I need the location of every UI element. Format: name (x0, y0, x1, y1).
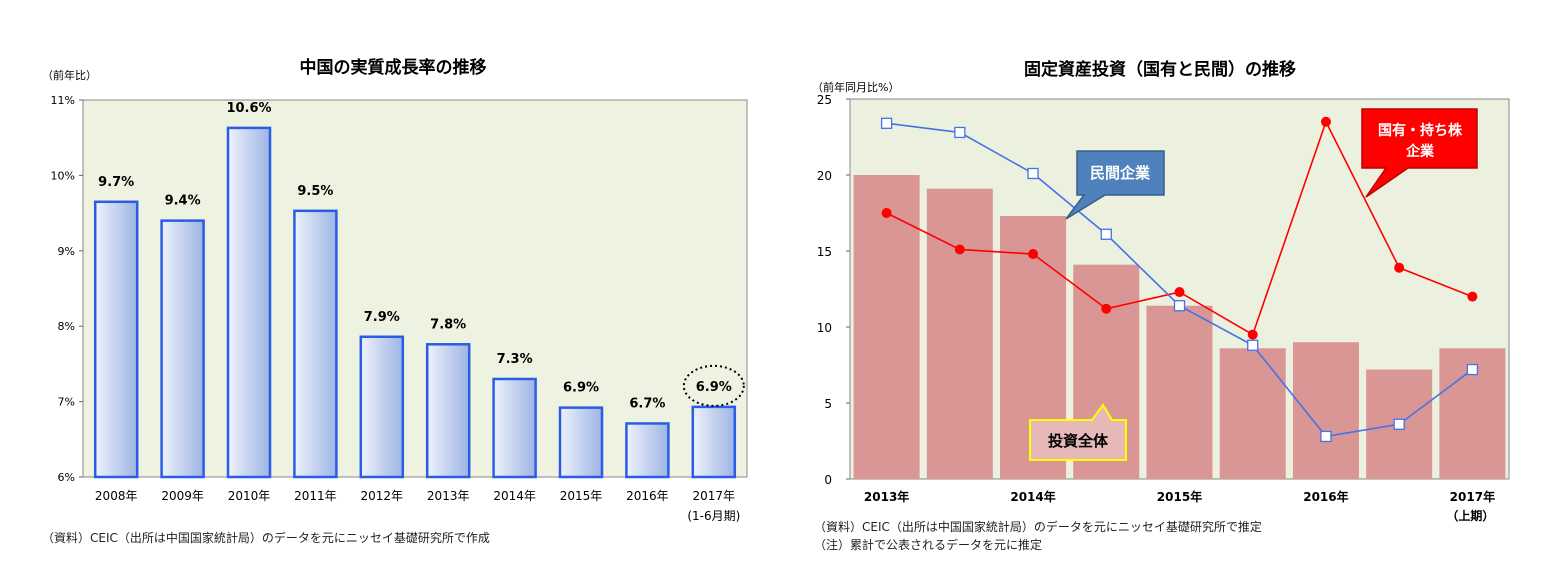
marker-state (1028, 249, 1039, 260)
data-label: 10.6% (226, 101, 271, 116)
bar (226, 126, 272, 479)
bar-total-investment (926, 188, 993, 479)
data-label: 7.3% (497, 352, 533, 367)
marker-private (880, 117, 893, 129)
y-tick-label: 7% (58, 396, 75, 409)
callout-state-line2: 企業 (1405, 143, 1435, 160)
y-tick-label: 0 (824, 473, 832, 487)
bar (93, 200, 139, 479)
x-tick-label: 2015年 (1157, 489, 1202, 504)
y-tick-label: 15 (817, 245, 832, 259)
marker-state (1320, 116, 1331, 127)
bar (160, 219, 205, 479)
bar-total-investment (1146, 305, 1213, 479)
callout-state-line1: 国有・持ち株 (1378, 122, 1463, 139)
y-tick-label: 8% (58, 320, 75, 333)
x-tick-label: 2017年 (1450, 489, 1495, 504)
bar (425, 343, 471, 479)
data-label: 6.7% (629, 396, 665, 411)
marker-state (1467, 291, 1478, 302)
data-label: 9.5% (297, 184, 333, 199)
x-tick-label: 2016年 (626, 489, 669, 503)
callout-private: 民間企業 (1065, 150, 1165, 220)
marker-state (1394, 262, 1405, 273)
marker-private (954, 126, 966, 139)
bar (492, 377, 537, 479)
callout-total: 投資全体 (1029, 403, 1127, 461)
y-tick-label: 11% (51, 94, 75, 107)
x-tick-label: 2013年 (427, 489, 470, 503)
marker-private (1173, 300, 1186, 312)
x-tick-label: 2009年 (161, 489, 204, 503)
x-tick-label: 2015年 (560, 489, 603, 503)
bar-total-investment (853, 175, 920, 479)
x-tick-label: 2011年 (294, 489, 337, 503)
source-note: （資料）CEIC（出所は中国国家統計局）のデータを元にニッセイ基礎研究所で作成 (42, 531, 490, 545)
x-tick-label: 2010年 (228, 489, 271, 503)
y-tick-label: 5 (824, 397, 832, 411)
chart-title: 中国の実質成長率の推移 (300, 57, 487, 78)
bar (625, 422, 670, 479)
marker-private (1466, 363, 1479, 376)
bar-total-investment (1219, 348, 1286, 479)
marker-state (954, 244, 965, 255)
fixed-investment-chart: 固定資産投資（国有と民間）の推移 （前年同月比%） 0 5 10 15 20 25 201… (812, 59, 1510, 523)
highlight-circle (682, 364, 745, 407)
x-tick-label: 2016年 (1303, 489, 1348, 504)
bar (558, 406, 604, 479)
callout-total-text: 投資全体 (1048, 432, 1109, 450)
marker-private (1100, 228, 1112, 240)
gdp-growth-chart-panel: 中国の実質成長率の推移 （前年比） 6% 7% 8% 9% 10% 11% 2008年 20… (0, 0, 780, 584)
y-tick-label: 10 (817, 321, 832, 335)
data-label: 7.9% (364, 310, 400, 325)
x-tick-label: 2008年 (95, 489, 138, 503)
data-label: 6.9% (696, 380, 732, 395)
y-tick-label: 25 (817, 93, 832, 107)
x-tick-label: 2017年 (693, 489, 736, 503)
data-label: 7.8% (430, 317, 466, 332)
data-label: 6.9% (563, 381, 599, 396)
y-tick-label: 20 (817, 169, 832, 183)
bar (359, 335, 405, 479)
marker-private (1247, 339, 1259, 351)
marker-private (1027, 167, 1039, 180)
x-tick-label: 2014年 (493, 489, 536, 503)
marker-private (1320, 430, 1332, 443)
y-tick-label: 10% (51, 169, 75, 182)
x-tick-label: 2012年 (361, 489, 404, 503)
bar (691, 405, 737, 479)
y-axis-label: （前年同月比%） (812, 80, 899, 94)
callout-state: 国有・持ち株 企業 (1361, 108, 1478, 198)
marker-private (1393, 418, 1405, 430)
chart-title: 固定資産投資（国有と民間）の推移 (1024, 59, 1296, 80)
data-label: 9.4% (165, 194, 201, 209)
gdp-growth-chart: 中国の実質成長率の推移 （前年比） 6% 7% 8% 9% 10% 11% 2008年 20… (42, 57, 748, 523)
footnote: （注）累計で公表されるデータを元に推定 (814, 538, 1043, 552)
marker-state (1247, 329, 1258, 340)
data-label: 9.7% (98, 175, 134, 190)
x-tick-note: （上期） (1446, 508, 1494, 523)
bar (293, 209, 338, 479)
x-tick-label: 2014年 (1010, 489, 1055, 504)
bar-total-investment (1292, 342, 1359, 479)
x-tick-note: (1-6月期) (687, 509, 740, 523)
callout-private-text: 民間企業 (1090, 164, 1151, 182)
x-tick-label: 2013年 (864, 489, 909, 504)
y-tick-label: 6% (58, 471, 75, 484)
y-axis-label: （前年比） (42, 68, 97, 82)
marker-state (1101, 303, 1112, 314)
fixed-investment-chart-panel: 固定資産投資（国有と民間）の推移 （前年同月比%） 0 5 10 15 20 25 201… (780, 0, 1559, 584)
marker-state (881, 208, 892, 218)
source-note: （資料）CEIC（出所は中国国家統計局）のデータを元にニッセイ基礎研究所で推定 (814, 520, 1262, 534)
marker-state (1174, 287, 1185, 298)
y-tick-label: 9% (58, 245, 75, 258)
